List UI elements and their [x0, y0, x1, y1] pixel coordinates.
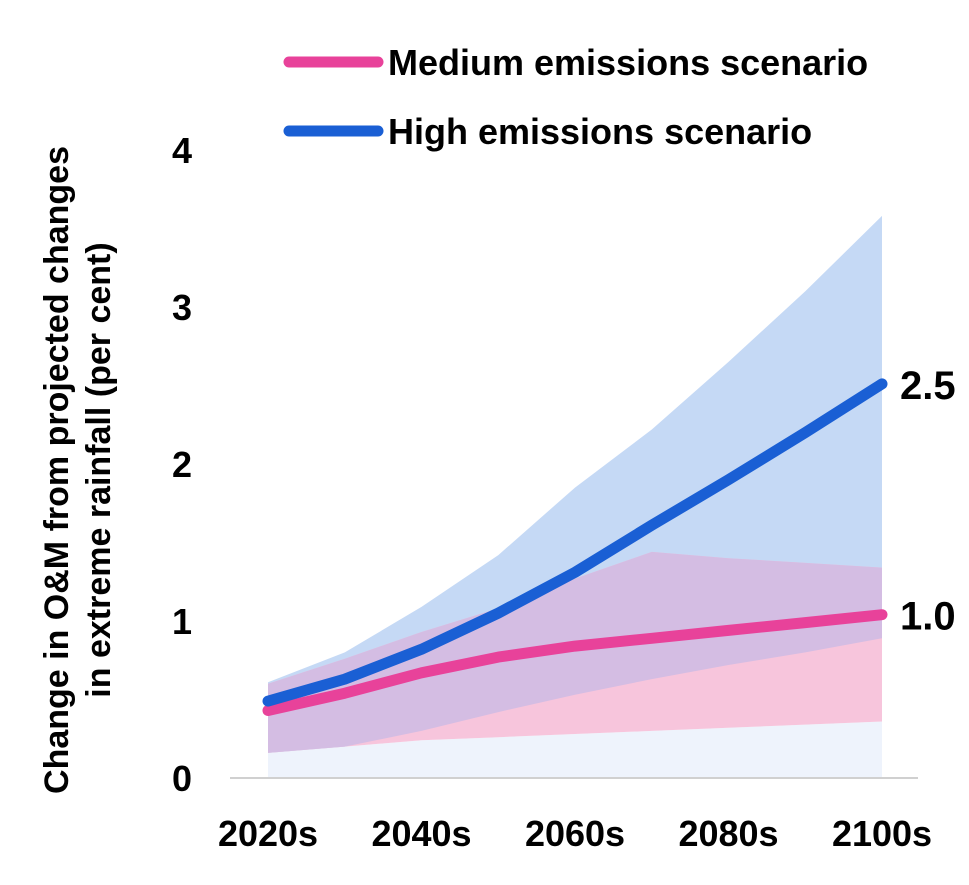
y-axis-title-line: in extreme rainfall (per cent)	[80, 242, 118, 697]
y-tick-label: 2	[172, 444, 192, 485]
lines-layer	[262, 378, 888, 716]
end-label-high: 2.5	[900, 364, 956, 408]
bands-layer	[268, 215, 882, 778]
end-labels: 2.5 1.0	[900, 364, 956, 639]
overlap-band	[268, 551, 882, 753]
x-tick-label: 2020s	[218, 813, 318, 854]
medium-scenario-line	[262, 609, 888, 716]
x-tick-label: 2080s	[678, 813, 778, 854]
y-axis-title-line: Change in O&M from projected changes	[38, 146, 76, 794]
y-tick-label: 4	[172, 130, 192, 171]
legend-label-medium: Medium emissions scenario	[388, 42, 868, 83]
end-label-medium: 1.0	[900, 595, 956, 639]
legend: Medium emissions scenario High emissions …	[283, 42, 868, 152]
y-tick-label: 3	[172, 287, 192, 328]
x-tick-label: 2100s	[832, 813, 932, 854]
x-tick-label: 2040s	[371, 813, 471, 854]
y-tick-label: 0	[172, 758, 192, 799]
y-tick-labels: 0 1 2 3 4	[172, 130, 192, 799]
x-tick-label: 2060s	[525, 813, 625, 854]
high-scenario-line	[262, 378, 888, 707]
legend-label-high: High emissions scenario	[388, 111, 812, 152]
y-axis-title: Change in O&M from projected changes in e…	[38, 146, 118, 794]
y-tick-label: 1	[172, 601, 192, 642]
baseline-band	[268, 721, 882, 778]
x-tick-labels: 2020s 2040s 2060s 2080s 2100s	[218, 813, 932, 854]
